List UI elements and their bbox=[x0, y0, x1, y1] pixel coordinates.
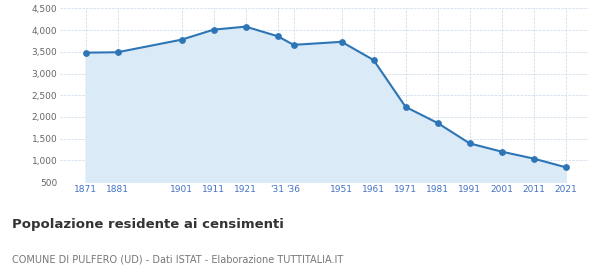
Point bbox=[289, 43, 298, 47]
Point bbox=[209, 27, 218, 32]
Point bbox=[401, 105, 410, 109]
Point bbox=[561, 165, 571, 169]
Text: COMUNE DI PULFERO (UD) - Dati ISTAT - Elaborazione TUTTITALIA.IT: COMUNE DI PULFERO (UD) - Dati ISTAT - El… bbox=[12, 255, 343, 265]
Point bbox=[113, 50, 122, 55]
Point bbox=[81, 50, 91, 55]
Point bbox=[433, 121, 442, 125]
Point bbox=[273, 34, 283, 38]
Point bbox=[369, 58, 379, 62]
Point bbox=[177, 38, 187, 42]
Point bbox=[529, 156, 538, 161]
Point bbox=[497, 150, 506, 154]
Point bbox=[241, 24, 250, 29]
Point bbox=[465, 141, 475, 146]
Text: Popolazione residente ai censimenti: Popolazione residente ai censimenti bbox=[12, 218, 284, 231]
Point bbox=[337, 39, 346, 44]
